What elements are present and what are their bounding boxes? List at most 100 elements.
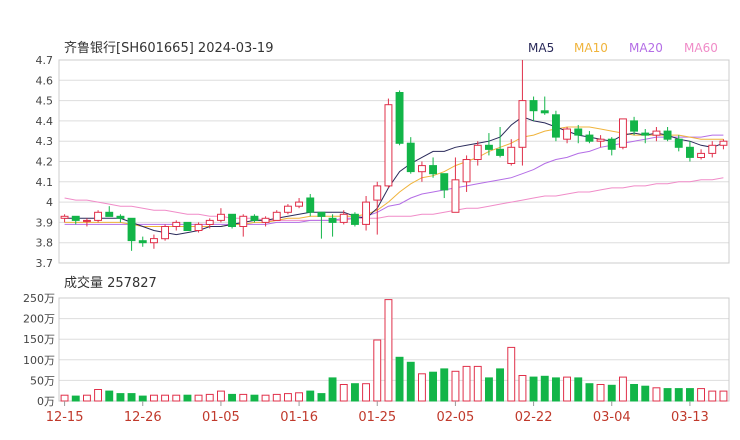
candle bbox=[306, 193, 315, 217]
price-tick-label: 4.2 bbox=[36, 156, 54, 169]
candle bbox=[295, 198, 304, 209]
volume-bar bbox=[540, 375, 549, 402]
candle bbox=[429, 157, 438, 178]
candle bbox=[127, 217, 136, 251]
volume-bar bbox=[719, 390, 728, 402]
candle bbox=[239, 214, 248, 237]
volume-bar bbox=[507, 346, 516, 402]
volume-bar bbox=[674, 388, 683, 402]
volume-bar bbox=[607, 384, 616, 402]
date-tick-label: 01-25 bbox=[358, 410, 396, 425]
date-tick-label: 03-13 bbox=[671, 410, 709, 425]
candle bbox=[697, 149, 705, 160]
candle bbox=[462, 155, 471, 192]
candle bbox=[574, 124, 583, 144]
volume-bar bbox=[138, 395, 147, 402]
candle bbox=[261, 216, 270, 227]
volume-bar bbox=[272, 393, 281, 402]
candle bbox=[384, 98, 393, 188]
price-frame bbox=[58, 59, 730, 264]
volume-bar bbox=[373, 339, 382, 402]
volume-bar bbox=[406, 361, 415, 402]
candle bbox=[339, 210, 348, 225]
volume-bar bbox=[496, 368, 505, 402]
volume-bar bbox=[619, 376, 627, 402]
candle bbox=[250, 214, 259, 223]
candle bbox=[418, 161, 426, 182]
volume-bar bbox=[250, 394, 259, 402]
candle bbox=[518, 60, 527, 166]
volume-bar bbox=[351, 383, 359, 402]
candle bbox=[686, 141, 694, 162]
volume-bar bbox=[362, 383, 371, 402]
candle bbox=[362, 196, 371, 231]
volume-bar bbox=[228, 393, 237, 402]
volume-bar bbox=[585, 383, 594, 402]
price-tick-label: 3.7 bbox=[36, 257, 54, 270]
volume-bar bbox=[172, 394, 181, 402]
candle bbox=[540, 96, 549, 115]
candle bbox=[596, 135, 605, 148]
candle bbox=[228, 213, 237, 229]
ma-legend: MA5 MA10 MA20 MA60 bbox=[528, 41, 718, 55]
chart-title: 齐鲁银行[SH601665] 2024-03-19 bbox=[64, 40, 273, 56]
candle bbox=[116, 214, 125, 223]
candle bbox=[719, 139, 728, 150]
volume-bar bbox=[284, 393, 292, 402]
volume-bar bbox=[94, 389, 102, 402]
date-axis: 12-15 12-26 01-05 01-16 01-25 02-05 02-22 03-04… bbox=[46, 401, 709, 425]
volume-bar bbox=[630, 384, 638, 402]
candle bbox=[507, 139, 516, 166]
candle bbox=[485, 133, 493, 156]
volume-bar bbox=[429, 371, 438, 402]
price-grid bbox=[58, 59, 730, 264]
volume-bar bbox=[261, 394, 270, 402]
volume-bar bbox=[83, 394, 91, 402]
volume-tick-label: 200万 bbox=[23, 313, 55, 326]
candle bbox=[183, 221, 192, 231]
volume-bar bbox=[529, 376, 538, 402]
candle bbox=[150, 234, 158, 249]
candle bbox=[652, 126, 661, 142]
candle bbox=[529, 96, 538, 121]
date-tick-label: 01-05 bbox=[202, 410, 240, 425]
volume-bar bbox=[71, 395, 80, 402]
volume-tick-label: 0万 bbox=[37, 395, 55, 408]
volume-bar bbox=[596, 384, 605, 402]
candle bbox=[272, 210, 281, 221]
price-y-axis: 3.7 3.8 3.9 4 4.1 4.2 4.3 4.4 4.5 4.6 4.7 bbox=[36, 54, 54, 270]
volume-tick-label: 100万 bbox=[23, 354, 55, 367]
date-tick-label: 01-16 bbox=[280, 410, 318, 425]
volume-bar bbox=[161, 394, 170, 402]
candle bbox=[607, 137, 616, 156]
volume-bar bbox=[105, 390, 114, 402]
candle bbox=[563, 126, 571, 144]
candle bbox=[205, 218, 214, 229]
price-tick-label: 4.6 bbox=[36, 74, 54, 87]
price-tick-label: 4.5 bbox=[36, 95, 54, 108]
candle bbox=[708, 141, 717, 158]
date-tick-label: 03-04 bbox=[593, 410, 631, 425]
candle bbox=[473, 141, 482, 166]
price-tick-label: 4.4 bbox=[36, 115, 54, 128]
volume-bar bbox=[697, 388, 705, 402]
volume-bar bbox=[384, 299, 393, 402]
volume-bar bbox=[205, 393, 214, 402]
volume-bar bbox=[418, 373, 426, 402]
volume-bar bbox=[462, 365, 471, 402]
candle bbox=[451, 157, 460, 213]
price-tick-label: 3.8 bbox=[36, 237, 54, 250]
volume-bar bbox=[485, 377, 493, 402]
date-tick-label: 02-22 bbox=[515, 410, 553, 425]
volume-bar bbox=[328, 377, 337, 402]
candle bbox=[395, 90, 404, 146]
date-tick-label: 02-05 bbox=[437, 410, 475, 425]
legend-item-ma5: MA5 bbox=[528, 41, 554, 55]
volume-bar bbox=[194, 394, 203, 402]
legend-item-ma60: MA60 bbox=[684, 41, 718, 55]
candle bbox=[630, 116, 638, 136]
volume-bar bbox=[552, 377, 560, 402]
volume-bar bbox=[473, 365, 482, 402]
candle bbox=[317, 211, 326, 239]
candle bbox=[585, 131, 594, 144]
